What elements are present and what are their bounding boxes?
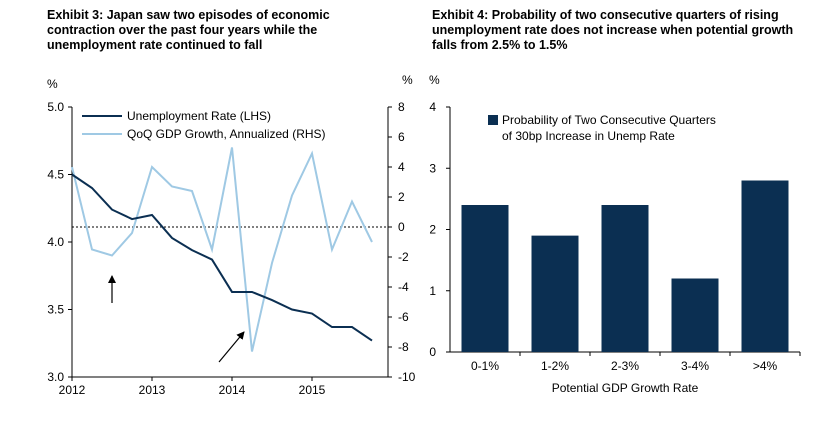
left-tick-label: 4.0 xyxy=(47,235,64,249)
gdp-growth-line xyxy=(71,147,373,352)
up-right-arrow-icon xyxy=(218,331,245,363)
bar-y-tick-label: 3 xyxy=(429,161,436,175)
bar-4 xyxy=(671,278,719,352)
unemployment-rate-line xyxy=(71,173,373,342)
bar-legend-label-line2: of 30bp Increase in Unemp Rate xyxy=(502,129,675,143)
left-tick-label: 3.0 xyxy=(47,370,64,384)
bar-1 xyxy=(461,205,509,352)
bar-y-tick-label: 2 xyxy=(429,223,436,237)
bar-category-label: 2-3% xyxy=(611,359,639,373)
bar-category-label: 0-1% xyxy=(471,359,499,373)
x-tick-label: 2012 xyxy=(59,383,86,397)
right-tick-label: -2 xyxy=(398,250,409,264)
legend-gdp-label: QoQ GDP Growth, Annualized (RHS) xyxy=(127,127,326,141)
right-tick-label: 4 xyxy=(398,160,405,174)
x-tick-label: 2013 xyxy=(139,383,166,397)
bar-legend-swatch xyxy=(488,115,498,125)
right-tick-label: 8 xyxy=(398,100,405,114)
bar-y-tick-label: 1 xyxy=(429,284,436,298)
bar-y-tick-label: 4 xyxy=(429,100,436,114)
bar-axis-unit: % xyxy=(429,73,440,87)
bar-y-tick-label: 0 xyxy=(429,345,436,359)
right-tick-label: 2 xyxy=(398,190,405,204)
right-tick-label: -10 xyxy=(398,370,416,384)
left-tick-label: 4.5 xyxy=(47,168,64,182)
exhibit-3-title: Exhibit 3: Japan saw two episodes of eco… xyxy=(47,8,330,52)
x-tick-label: 2014 xyxy=(219,383,246,397)
right-tick-label: -8 xyxy=(398,340,409,354)
left-tick-label: 5.0 xyxy=(47,100,64,114)
bar-category-label: 1-2% xyxy=(541,359,569,373)
right-axis-unit: % xyxy=(402,73,413,87)
bar-x-axis-title: Potential GDP Growth Rate xyxy=(552,381,699,395)
bar-2 xyxy=(531,235,579,352)
right-tick-label: -6 xyxy=(398,310,409,324)
bar-3 xyxy=(601,205,649,352)
bar-legend-label-line1: Probability of Two Consecutive Quarters xyxy=(502,113,716,127)
right-tick-label: 0 xyxy=(398,220,405,234)
right-tick-label: 6 xyxy=(398,130,405,144)
exhibit-4-title: Exhibit 4: Probability of two consecutiv… xyxy=(432,8,794,52)
bar-category-label: >4% xyxy=(753,359,778,373)
right-tick-label: -4 xyxy=(398,280,409,294)
left-axis-unit: % xyxy=(47,77,58,91)
left-tick-label: 3.5 xyxy=(47,303,64,317)
x-tick-label: 2015 xyxy=(299,383,326,397)
legend-unemployment-label: Unemployment Rate (LHS) xyxy=(127,109,271,123)
bar-5 xyxy=(741,180,789,352)
bar-category-label: 3-4% xyxy=(681,359,709,373)
